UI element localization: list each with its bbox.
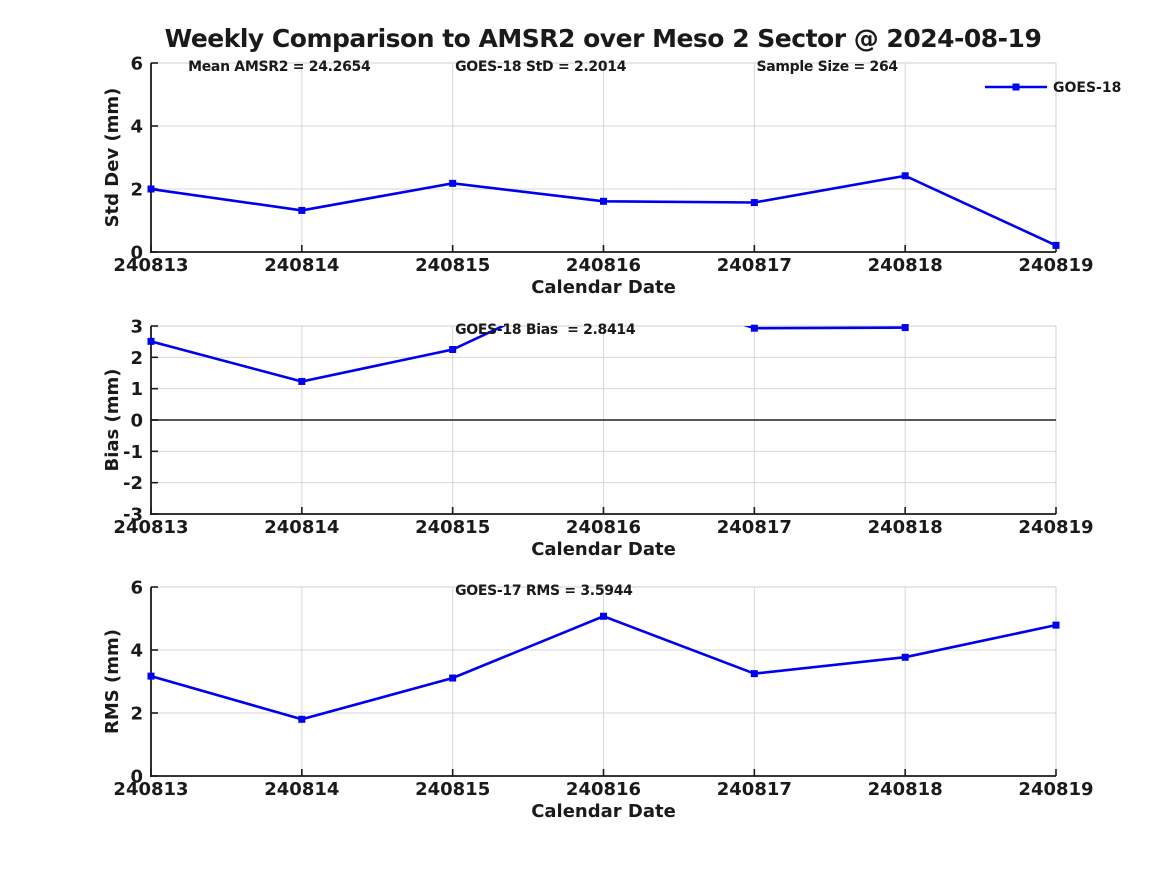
data-point-marker xyxy=(1052,621,1060,629)
annotation-text: Mean AMSR2 = 24.2654 xyxy=(188,59,371,75)
legend-label: GOES-18 xyxy=(1053,80,1121,96)
data-point-marker xyxy=(298,206,306,214)
y-axis-label: RMS (mm) xyxy=(102,629,123,734)
y-tick-label: -1 xyxy=(123,442,143,463)
x-tick-label: 240813 xyxy=(113,255,188,276)
x-tick-label: 240817 xyxy=(717,517,792,538)
data-point-marker xyxy=(1052,241,1060,249)
data-point-marker xyxy=(147,672,155,680)
y-tick-label: 4 xyxy=(130,641,143,662)
data-point-marker xyxy=(750,670,758,678)
y-tick-label: 6 xyxy=(130,54,143,75)
data-point-marker xyxy=(449,674,457,682)
x-tick-label: 240819 xyxy=(1018,255,1093,276)
data-point-marker xyxy=(298,377,306,385)
x-tick-label: 240815 xyxy=(415,255,490,276)
chart-title: Weekly Comparison to AMSR2 over Meso 2 S… xyxy=(165,24,1042,53)
data-point-marker xyxy=(901,653,909,661)
data-point-marker xyxy=(147,337,155,345)
bias-panel: 240813 240814 240815 240816 240817 240818 2408… xyxy=(102,317,1094,561)
y-tick-label: 3 xyxy=(130,317,143,338)
x-tick-label: 240818 xyxy=(868,517,943,538)
rms-panel: 240813 240814 240815 240816 240817 240818 2408… xyxy=(102,578,1094,823)
x-tick-label: 240815 xyxy=(415,779,490,800)
x-axis-label: Calendar Date xyxy=(531,277,676,298)
data-point-marker xyxy=(298,715,306,723)
data-point-marker xyxy=(449,179,457,187)
data-point-marker xyxy=(901,324,909,332)
x-tick-label: 240817 xyxy=(717,255,792,276)
annotation-text: GOES-18 Bias = 2.8414 xyxy=(455,322,636,338)
x-tick-label: 240813 xyxy=(113,517,188,538)
data-point-marker xyxy=(750,199,758,207)
y-axis-label: Bias (mm) xyxy=(102,369,123,472)
x-tick-label: 240816 xyxy=(566,517,641,538)
y-tick-label: 2 xyxy=(130,704,143,725)
x-tick-label: 240817 xyxy=(717,779,792,800)
x-axis-label: Calendar Date xyxy=(531,539,676,560)
y-tick-label: 6 xyxy=(130,578,143,599)
legend-marker xyxy=(1012,83,1020,91)
data-point-marker xyxy=(600,612,607,620)
annotation-text: Sample Size = 264 xyxy=(756,59,898,75)
data-point-marker xyxy=(449,346,457,353)
y-tick-label: 4 xyxy=(130,117,143,138)
data-point-marker xyxy=(600,197,607,205)
y-tick-label: -3 xyxy=(123,505,143,526)
data-point-marker xyxy=(901,172,909,180)
x-tick-label: 240816 xyxy=(566,779,641,800)
y-tick-label: -2 xyxy=(123,473,143,494)
std-dev-panel: 240813 240814 240815 240816 240817 240818 2408… xyxy=(102,54,1121,299)
chart-panels: 240813 240814 240815 240816 240817 240818 2408… xyxy=(102,54,1121,823)
x-tick-label: 240815 xyxy=(415,517,490,538)
y-tick-label: 2 xyxy=(130,180,143,201)
annotation-text: GOES-17 RMS = 3.5944 xyxy=(455,583,633,599)
y-tick-label: 0 xyxy=(130,767,143,788)
x-axis-label: Calendar Date xyxy=(531,801,676,822)
y-tick-label: 0 xyxy=(130,411,143,432)
y-tick-label: 0 xyxy=(130,243,143,264)
y-tick-label: 1 xyxy=(130,379,143,400)
x-tick-label: 240814 xyxy=(264,779,339,800)
data-point-marker xyxy=(147,185,155,193)
x-tick-label: 240816 xyxy=(566,255,641,276)
data-point-marker xyxy=(750,324,758,332)
y-axis-label: Std Dev (mm) xyxy=(102,88,123,228)
annotation-text: GOES-18 StD = 2.2014 xyxy=(455,59,627,75)
x-tick-label: 240819 xyxy=(1018,779,1093,800)
y-tick-label: 2 xyxy=(130,348,143,369)
x-tick-label: 240814 xyxy=(264,255,339,276)
x-tick-label: 240813 xyxy=(113,779,188,800)
series-line xyxy=(151,326,906,383)
x-tick-label: 240818 xyxy=(868,255,943,276)
x-tick-label: 240818 xyxy=(868,779,943,800)
x-tick-label: 240819 xyxy=(1018,517,1093,538)
x-tick-label: 240814 xyxy=(264,517,339,538)
